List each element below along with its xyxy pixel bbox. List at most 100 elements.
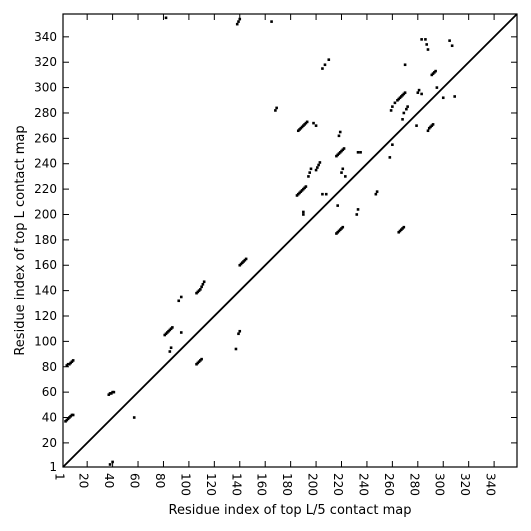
contact-point: [435, 86, 439, 89]
contact-point: [344, 175, 347, 178]
diagonal-reference-line: [62, 13, 518, 468]
contact-point: [391, 143, 394, 146]
contact-point: [424, 38, 427, 41]
contact-point: [164, 16, 168, 20]
contact-point: [403, 63, 407, 67]
contact-point: [308, 171, 312, 174]
contact-point: [391, 105, 394, 108]
y-tick-label: 340: [34, 30, 57, 44]
y-tick-label: 220: [34, 182, 57, 196]
contact-point: [199, 288, 202, 291]
contact-point: [318, 161, 322, 164]
contact-point: [237, 20, 240, 23]
x-tick-label: 340: [484, 473, 498, 496]
contact-point: [314, 168, 318, 172]
contact-point: [323, 63, 327, 67]
y-axis-label: Residue index of top L contact map: [13, 125, 28, 355]
x-tick-label: 300: [433, 473, 447, 496]
y-tick-label: 140: [34, 284, 57, 298]
x-tick-label: 100: [178, 473, 192, 496]
x-tick-label: 180: [280, 473, 294, 496]
contact-point: [355, 213, 359, 216]
contact-point: [337, 134, 341, 138]
contact-point: [327, 58, 331, 61]
contact-point: [426, 48, 430, 51]
y-tick-label: 120: [34, 309, 57, 323]
contact-point: [179, 295, 183, 299]
contact-point: [202, 280, 206, 284]
x-tick-label: 240: [356, 473, 370, 496]
y-tick-label: 260: [34, 131, 57, 145]
contact-point: [179, 331, 183, 334]
contact-point: [71, 359, 75, 362]
x-tick-label: 220: [331, 473, 345, 496]
contact-point: [420, 38, 423, 41]
y-tick-label: 280: [34, 106, 57, 120]
y-tick-label: 200: [34, 207, 57, 221]
contact-point: [270, 20, 273, 23]
y-tick-label: 180: [34, 233, 57, 247]
contact-point: [321, 67, 324, 70]
x-tick-label: 200: [306, 473, 320, 496]
contact-point: [177, 299, 181, 303]
contact-point: [302, 210, 305, 214]
contact-point: [389, 109, 393, 112]
x-tick-label: 80: [153, 473, 167, 488]
contact-point: [453, 95, 456, 98]
contact-point: [403, 91, 407, 94]
contact-point: [316, 166, 319, 169]
contact-point: [405, 107, 408, 111]
contact-point: [274, 109, 277, 112]
y-tick-label: 320: [34, 55, 57, 69]
contact-point: [200, 357, 203, 361]
y-tick-label: 20: [42, 436, 57, 450]
y-tick-label: 40: [42, 411, 57, 425]
contact-point: [450, 44, 454, 48]
x-tick-label: 20: [77, 473, 91, 488]
contact-point: [356, 208, 360, 211]
contact-point: [309, 167, 313, 171]
contact-point: [342, 147, 346, 150]
contact-point: [71, 413, 75, 417]
contact-point: [402, 111, 406, 115]
contact-point: [171, 326, 174, 329]
x-tick-label: 120: [204, 473, 218, 496]
x-axis-label: Residue index of top L/5 contact map: [169, 503, 412, 518]
y-tick-label: 80: [42, 360, 57, 374]
contact-point: [434, 69, 437, 73]
contact-point: [425, 43, 429, 46]
y-tick-label: 160: [34, 258, 57, 272]
contact-point: [359, 151, 362, 154]
contact-point: [426, 129, 430, 133]
contact-point: [338, 130, 342, 134]
contact-point: [314, 124, 318, 127]
contact-point: [235, 22, 239, 26]
contact-point: [302, 213, 305, 216]
contact-point: [237, 332, 240, 336]
contact-point: [356, 151, 360, 154]
contact-point: [112, 390, 116, 394]
y-tick-label: 1: [49, 460, 57, 474]
contact-point: [307, 175, 310, 178]
y-tick-label: 240: [34, 157, 57, 171]
contact-point: [234, 347, 238, 351]
contact-point: [402, 225, 406, 229]
y-tick-label: 60: [42, 385, 57, 399]
x-tick-label: 1: [53, 473, 67, 481]
contact-point: [340, 171, 343, 174]
x-tick-label: 40: [102, 473, 116, 488]
contact-point: [393, 101, 397, 105]
contact-point: [341, 225, 345, 229]
contact-point: [168, 350, 172, 353]
contact-point: [305, 120, 309, 124]
contact-point: [317, 163, 320, 167]
contact-point: [321, 192, 324, 196]
x-tick-label: 60: [128, 473, 142, 488]
contact-point: [375, 190, 379, 193]
contact-point: [417, 88, 421, 92]
contact-point: [200, 285, 203, 289]
x-tick-label: 160: [255, 473, 269, 496]
contact-point: [169, 346, 173, 350]
y-axis-ticks: 1204060801001201401601802002202402602803…: [34, 30, 517, 474]
